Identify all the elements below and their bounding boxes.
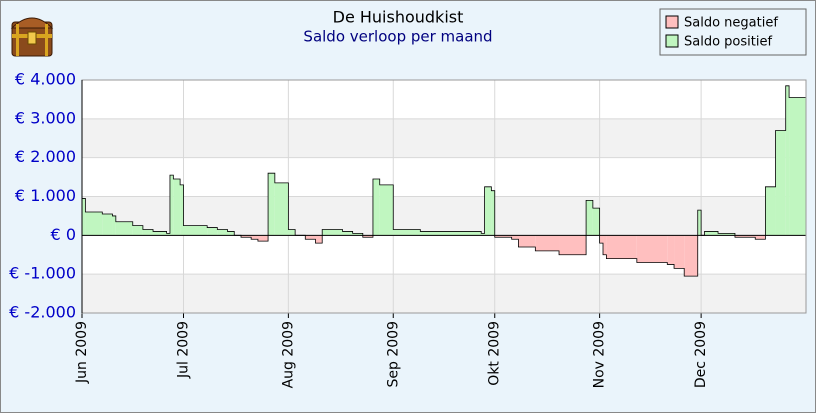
step-bar (718, 233, 735, 236)
step-bar (305, 235, 316, 240)
legend-box (659, 8, 807, 56)
step-bar (153, 231, 167, 236)
step-bar (207, 227, 218, 236)
step-bar (274, 182, 289, 236)
y-tick-label: € -1.000 (9, 264, 76, 283)
step-bar (636, 235, 668, 263)
step-bar (217, 229, 228, 236)
step-bar (315, 235, 323, 244)
x-tick-label: Nov 2009 (592, 321, 608, 388)
step-bar (765, 186, 776, 236)
chart-subtitle: Saldo verloop per maand (303, 28, 492, 46)
grid-band (82, 274, 806, 313)
step-bar (115, 221, 133, 236)
x-tick-label: Dec 2009 (693, 321, 709, 388)
step-bar (102, 213, 113, 236)
step-bar (142, 229, 154, 236)
step-bar (785, 85, 790, 236)
step-bar (755, 235, 766, 240)
y-tick-label: € 1.000 (15, 186, 76, 205)
step-bar (342, 231, 353, 236)
step-bar (420, 231, 482, 236)
step-bar (511, 235, 519, 240)
step-bar (227, 231, 235, 236)
step-bar (169, 175, 174, 236)
step-bar (288, 229, 296, 236)
legend: Saldo negatief Saldo positief (659, 8, 807, 56)
step-bar (535, 235, 560, 251)
x-tick-label: Sep 2009 (385, 321, 401, 387)
step-bar (697, 210, 702, 236)
step-bar (789, 97, 806, 236)
step-bar (393, 229, 421, 236)
step-bar (518, 235, 536, 247)
x-tick-label: Jul 2009 (175, 321, 191, 379)
step-bar (491, 190, 495, 236)
step-bar (251, 235, 258, 240)
legend-label: Saldo negatief (684, 16, 778, 31)
step-bar (481, 233, 485, 236)
y-tick-label: € 2.000 (15, 147, 76, 166)
grid-band (82, 118, 806, 158)
step-bar (667, 235, 675, 265)
x-tick-label: Okt 2009 (487, 321, 503, 386)
step-bar (166, 233, 170, 236)
step-bar (484, 186, 492, 236)
step-bar (241, 235, 252, 238)
legend-swatch (665, 34, 679, 48)
x-tick-label: Jun 2009 (74, 321, 90, 384)
step-bar (85, 212, 103, 236)
step-bar (592, 208, 600, 236)
step-bar (494, 235, 512, 238)
step-bar (586, 200, 593, 236)
step-bar (352, 233, 363, 236)
step-bar (183, 225, 208, 236)
step-bar (372, 179, 380, 236)
plot-area: € -2.000 € -1.000 € 0 € 1.000 € 2.000 € 3.000… (9, 70, 807, 388)
step-bar (112, 215, 116, 236)
step-bar (173, 179, 181, 236)
step-bar (603, 235, 607, 255)
step-bar (775, 130, 786, 236)
legend-swatch (665, 15, 679, 29)
step-bar (559, 235, 587, 255)
step-bar (606, 235, 637, 259)
step-bar (132, 225, 143, 236)
y-tick-label: € 3.000 (15, 108, 76, 127)
step-bar (180, 184, 184, 236)
step-bar (599, 235, 604, 244)
step-bar (82, 198, 86, 236)
step-bar (734, 235, 756, 238)
step-bar (322, 229, 343, 236)
y-tick-label: € 0 (51, 225, 76, 244)
chest-icon (10, 17, 54, 57)
y-tick-label: € 4.000 (15, 70, 76, 89)
chart-title: De Huishoudkist (333, 8, 464, 27)
step-bar (268, 173, 275, 236)
step-bar (684, 235, 698, 277)
step-bar (362, 235, 373, 238)
x-tick-label: Aug 2009 (280, 321, 296, 388)
step-bar (257, 235, 269, 242)
legend-label: Saldo positief (684, 35, 772, 50)
step-bar (674, 235, 685, 269)
step-line (82, 85, 806, 277)
step-bar (379, 184, 394, 236)
step-bar (704, 231, 719, 236)
y-tick-label: € -2.000 (9, 303, 76, 322)
